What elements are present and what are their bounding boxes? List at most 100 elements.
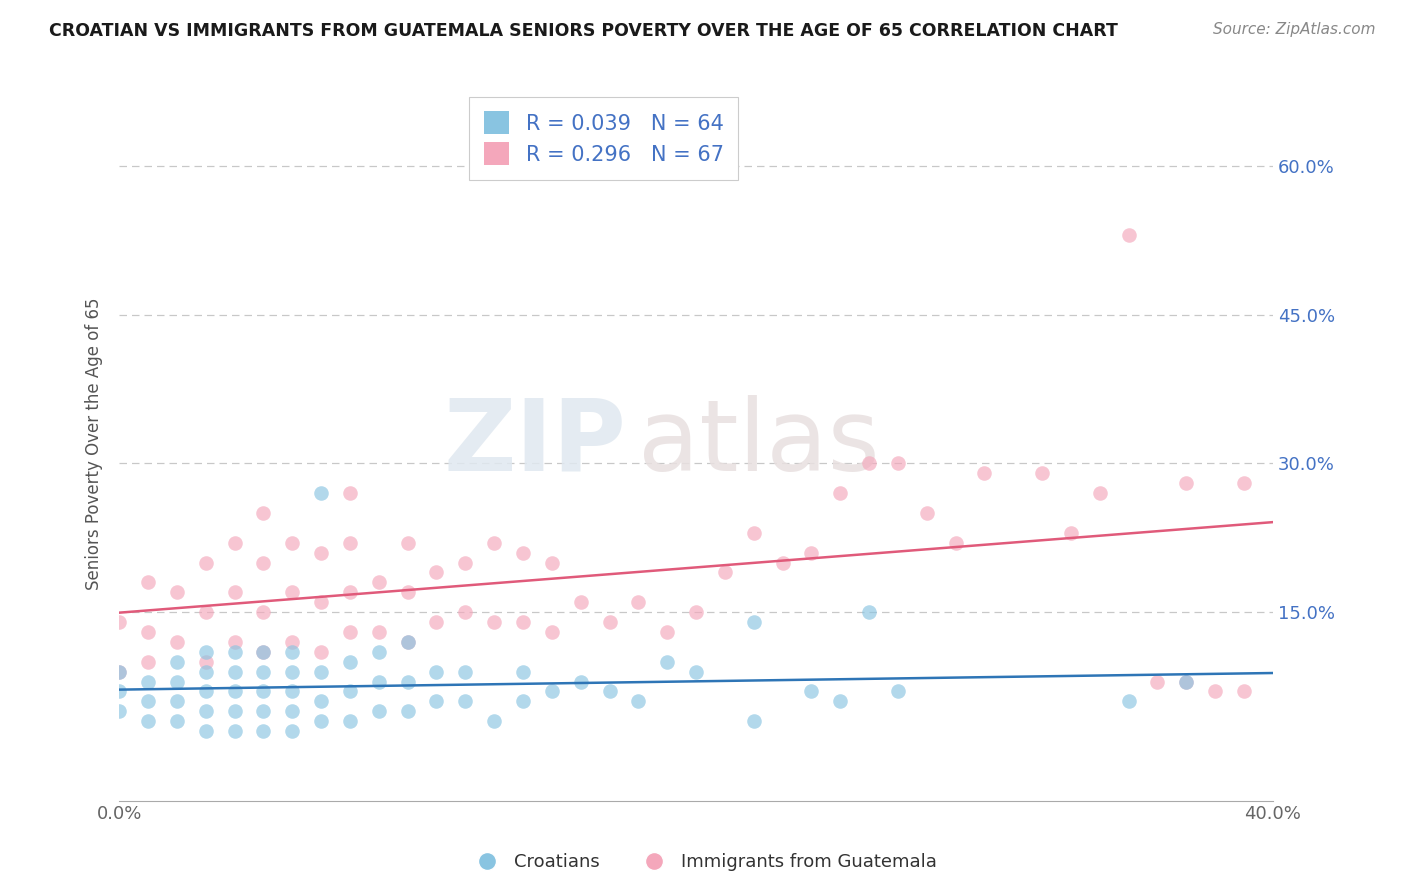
Point	[714, 566, 737, 580]
Point	[136, 655, 159, 669]
Point	[454, 694, 477, 708]
Point	[224, 704, 246, 718]
Point	[540, 624, 562, 639]
Point	[281, 645, 304, 659]
Point	[309, 595, 332, 609]
Point	[396, 535, 419, 549]
Point	[599, 615, 621, 629]
Point	[425, 694, 447, 708]
Point	[1175, 674, 1198, 689]
Point	[973, 467, 995, 481]
Text: ZIP: ZIP	[444, 395, 627, 492]
Point	[945, 535, 967, 549]
Point	[166, 714, 188, 729]
Point	[1060, 525, 1083, 540]
Point	[281, 585, 304, 599]
Point	[540, 684, 562, 698]
Point	[309, 665, 332, 679]
Point	[108, 704, 131, 718]
Point	[367, 704, 389, 718]
Point	[627, 694, 650, 708]
Point	[482, 535, 505, 549]
Point	[166, 585, 188, 599]
Point	[309, 714, 332, 729]
Point	[252, 724, 274, 739]
Point	[915, 506, 938, 520]
Point	[136, 674, 159, 689]
Point	[224, 684, 246, 698]
Point	[454, 605, 477, 619]
Point	[194, 645, 217, 659]
Point	[339, 486, 361, 500]
Point	[166, 655, 188, 669]
Point	[339, 714, 361, 729]
Point	[858, 456, 880, 470]
Point	[281, 724, 304, 739]
Point	[136, 624, 159, 639]
Point	[108, 615, 131, 629]
Point	[512, 546, 534, 560]
Point	[281, 635, 304, 649]
Point	[1118, 228, 1140, 243]
Point	[887, 456, 910, 470]
Point	[512, 615, 534, 629]
Point	[252, 645, 274, 659]
Point	[108, 665, 131, 679]
Point	[166, 635, 188, 649]
Point	[339, 585, 361, 599]
Point	[339, 684, 361, 698]
Point	[194, 655, 217, 669]
Point	[396, 674, 419, 689]
Point	[136, 714, 159, 729]
Y-axis label: Seniors Poverty Over the Age of 65: Seniors Poverty Over the Age of 65	[86, 297, 103, 590]
Point	[166, 674, 188, 689]
Legend: Croatians, Immigrants from Guatemala: Croatians, Immigrants from Guatemala	[461, 847, 945, 879]
Point	[396, 704, 419, 718]
Point	[252, 556, 274, 570]
Point	[540, 556, 562, 570]
Point	[194, 724, 217, 739]
Point	[194, 684, 217, 698]
Point	[627, 595, 650, 609]
Point	[252, 684, 274, 698]
Point	[194, 704, 217, 718]
Point	[657, 655, 679, 669]
Point	[367, 624, 389, 639]
Point	[742, 525, 765, 540]
Text: atlas: atlas	[638, 395, 880, 492]
Point	[339, 624, 361, 639]
Point	[396, 585, 419, 599]
Point	[281, 704, 304, 718]
Point	[657, 624, 679, 639]
Point	[252, 605, 274, 619]
Point	[339, 535, 361, 549]
Point	[108, 684, 131, 698]
Point	[224, 645, 246, 659]
Point	[281, 535, 304, 549]
Point	[772, 556, 794, 570]
Point	[685, 665, 707, 679]
Point	[194, 665, 217, 679]
Point	[1233, 684, 1256, 698]
Point	[224, 535, 246, 549]
Point	[166, 694, 188, 708]
Point	[800, 684, 823, 698]
Point	[569, 595, 592, 609]
Point	[367, 575, 389, 590]
Point	[396, 635, 419, 649]
Point	[1031, 467, 1053, 481]
Point	[830, 486, 852, 500]
Point	[425, 566, 447, 580]
Point	[1175, 674, 1198, 689]
Point	[194, 556, 217, 570]
Point	[309, 694, 332, 708]
Point	[224, 724, 246, 739]
Point	[599, 684, 621, 698]
Point	[136, 694, 159, 708]
Point	[339, 655, 361, 669]
Point	[512, 694, 534, 708]
Point	[252, 704, 274, 718]
Point	[252, 665, 274, 679]
Point	[1088, 486, 1111, 500]
Point	[454, 665, 477, 679]
